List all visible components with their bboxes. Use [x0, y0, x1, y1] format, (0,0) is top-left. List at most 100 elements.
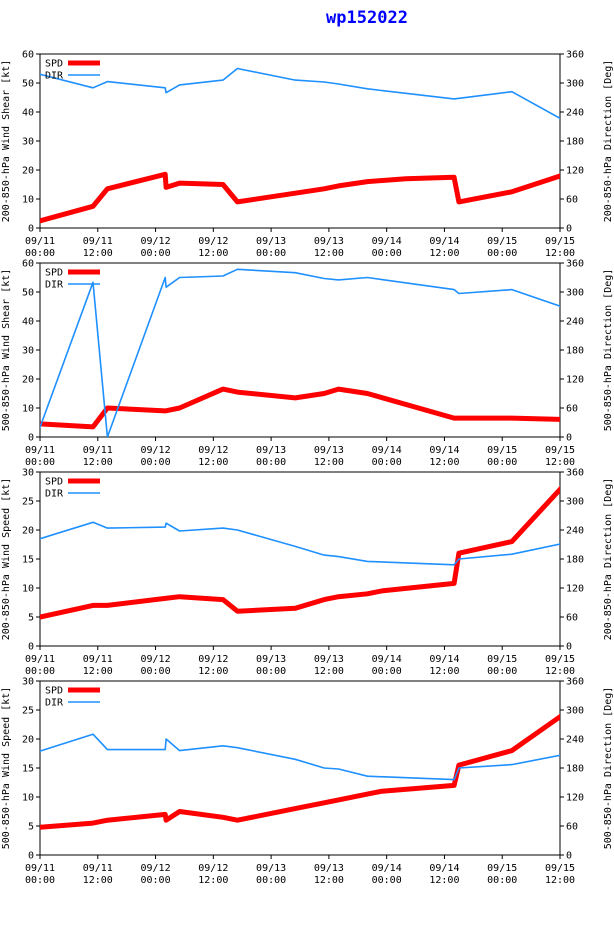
- dir-series-line: [40, 268, 560, 437]
- left-tick-label: 5: [28, 613, 34, 624]
- x-tick-time: 12:00: [314, 248, 344, 259]
- left-axis-label: 200-850-hPa Wind Shear [kt]: [1, 60, 12, 223]
- x-tick-time: 00:00: [487, 457, 517, 468]
- right-axis-label: 200-850-hPa Direction [Deg]: [603, 478, 614, 641]
- left-axis-label: 500-850-hPa Wind Speed [kt]: [1, 687, 12, 850]
- x-tick-date: 09/14: [372, 236, 402, 247]
- left-tick-label: 40: [22, 317, 34, 328]
- x-tick-label: 09/13 00:00: [256, 654, 286, 677]
- left-tick-label: 30: [22, 137, 34, 148]
- x-tick-label: 09/13 00:00: [256, 863, 286, 886]
- left-tick-label: 10: [22, 195, 34, 206]
- spd-series-line: [40, 485, 560, 620]
- x-tick-time: 12:00: [83, 875, 113, 886]
- x-tick-date: 09/13: [314, 445, 344, 456]
- x-tick-date: 09/11: [25, 236, 55, 247]
- x-tick-time: 12:00: [83, 457, 113, 468]
- x-tick-date: 09/14: [429, 654, 459, 665]
- x-tick-date: 09/14: [372, 445, 402, 456]
- x-tick-label: 09/15 12:00: [545, 445, 575, 468]
- plot-frame: [39, 680, 561, 856]
- x-tick-label: 09/14 00:00: [372, 863, 402, 886]
- x-tick-time: 00:00: [141, 457, 171, 468]
- x-tick-time: 12:00: [83, 248, 113, 259]
- left-tick-label: 25: [22, 497, 34, 508]
- legend-label-spd: SPD: [45, 268, 63, 279]
- x-tick-time: 00:00: [25, 248, 55, 259]
- right-tick-label: 240: [566, 108, 584, 119]
- x-tick-label: 09/15 12:00: [545, 236, 575, 259]
- dir-series-line: [40, 521, 560, 566]
- left-tick-label: 15: [22, 555, 34, 566]
- left-tick-label: 0: [28, 851, 34, 862]
- x-tick-time: 00:00: [372, 875, 402, 886]
- x-tick-date: 09/15: [545, 236, 575, 247]
- legend-label-dir: DIR: [45, 280, 64, 291]
- x-tick-label: 09/11 12:00: [83, 863, 113, 886]
- x-tick-date: 09/14: [429, 445, 459, 456]
- x-tick-time: 12:00: [314, 457, 344, 468]
- right-tick-label: 360: [566, 468, 584, 479]
- x-tick-label: 09/15 12:00: [545, 654, 575, 677]
- x-tick-label: 09/14 00:00: [372, 236, 402, 259]
- x-tick-label: 09/13 12:00: [314, 654, 344, 677]
- x-tick-label: 09/11 12:00: [83, 445, 113, 468]
- x-tick-date: 09/13: [256, 654, 286, 665]
- left-tick-label: 10: [22, 793, 34, 804]
- x-tick-date: 09/12: [141, 236, 171, 247]
- x-tick-label: 09/11 00:00: [25, 654, 55, 677]
- left-tick-label: 40: [22, 108, 34, 119]
- right-tick-label: 0: [566, 224, 572, 235]
- x-tick-label: 09/12 00:00: [141, 654, 171, 677]
- left-tick-label: 0: [28, 642, 34, 653]
- x-tick-label: 09/14 00:00: [372, 654, 402, 677]
- x-tick-time: 12:00: [314, 875, 344, 886]
- left-tick-label: 20: [22, 526, 34, 537]
- x-tick-time: 00:00: [25, 457, 55, 468]
- x-tick-label: 09/12 12:00: [198, 236, 228, 259]
- legend-label-dir: DIR: [45, 698, 64, 709]
- right-tick-label: 120: [566, 375, 584, 386]
- x-tick-date: 09/12: [141, 863, 171, 874]
- x-tick-date: 09/13: [256, 445, 286, 456]
- right-tick-label: 120: [566, 584, 584, 595]
- right-tick-label: 300: [566, 288, 584, 299]
- x-tick-time: 00:00: [256, 875, 286, 886]
- x-tick-date: 09/12: [141, 445, 171, 456]
- legend-label-dir: DIR: [45, 489, 64, 500]
- x-tick-time: 00:00: [256, 248, 286, 259]
- left-tick-label: 10: [22, 404, 34, 415]
- x-tick-date: 09/11: [83, 863, 113, 874]
- x-tick-label: 09/14 12:00: [429, 863, 459, 886]
- left-tick-label: 0: [28, 433, 34, 444]
- x-tick-label: 09/14 12:00: [429, 654, 459, 677]
- x-tick-time: 00:00: [25, 666, 55, 677]
- legend-label-spd: SPD: [45, 477, 63, 488]
- x-tick-date: 09/12: [198, 445, 228, 456]
- x-tick-label: 09/12 00:00: [141, 236, 171, 259]
- x-tick-time: 00:00: [141, 666, 171, 677]
- x-tick-label: 09/15 00:00: [487, 863, 517, 886]
- x-tick-time: 00:00: [372, 666, 402, 677]
- spd-series-line: [40, 386, 560, 430]
- x-tick-time: 12:00: [429, 248, 459, 259]
- x-tick-time: 00:00: [487, 875, 517, 886]
- left-tick-label: 10: [22, 584, 34, 595]
- left-tick-label: 50: [22, 79, 34, 90]
- x-tick-time: 00:00: [372, 248, 402, 259]
- x-tick-date: 09/11: [83, 236, 113, 247]
- x-tick-label: 09/12 12:00: [198, 863, 228, 886]
- x-tick-label: 09/11 00:00: [25, 863, 55, 886]
- x-tick-date: 09/12: [198, 654, 228, 665]
- x-tick-label: 09/14 12:00: [429, 445, 459, 468]
- right-tick-label: 180: [566, 555, 584, 566]
- plot-frame: [39, 471, 561, 647]
- x-tick-time: 12:00: [198, 666, 228, 677]
- left-axis-label: 200-850-hPa Wind Speed [kt]: [1, 478, 12, 641]
